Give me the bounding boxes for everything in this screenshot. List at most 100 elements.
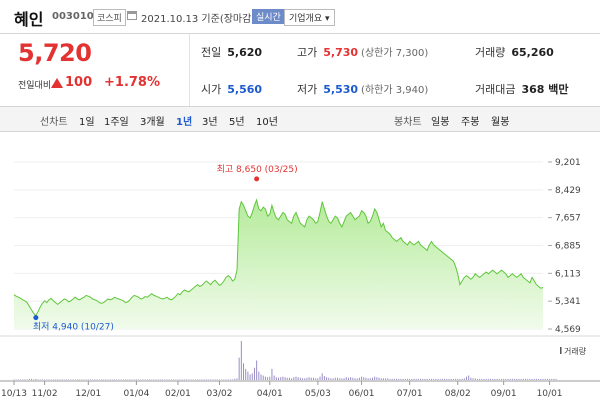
stat-label: 저가 [297,83,318,96]
volume-bar [135,379,137,380]
volume-bar [177,379,179,380]
volume-bar [365,377,367,380]
price-panel: 5,720 전일대비 100 +1.78% 전일 5,620 고가 5,730 (상한… [0,34,600,106]
volume-bar [310,377,312,380]
candle-weekly-button[interactable]: 주봉 [461,117,480,128]
volume-bar [37,379,39,380]
candle-monthly-button[interactable]: 월봉 [491,117,510,128]
volume-bar [146,379,148,380]
period-10y-button[interactable]: 10년 [256,117,278,128]
volume-bar [332,378,334,380]
volume-bar [256,360,258,380]
y-tick-label: 4,569 [555,325,581,335]
period-1y-button[interactable]: 1년 [176,117,193,128]
volume-bar [258,371,260,380]
y-tick-label: 5,341 [555,297,581,307]
volume-bar [57,379,59,380]
period-5y-button[interactable]: 5년 [229,117,245,128]
x-tick-label: 07/01 [397,389,423,399]
volume-bar [111,379,113,380]
volume-bar [546,378,548,380]
volume-bar [472,378,474,380]
low-label: 최저 4,940 (10/27) [33,322,114,333]
volume-bar [63,379,65,380]
volume-bar [347,377,349,380]
volume-bar [315,378,317,380]
y-tick-label: 9,201 [555,158,581,168]
volume-bar [175,379,177,380]
volume-bar [371,377,373,380]
volume-bar [229,379,231,380]
volume-bar [208,379,210,380]
volume-bar [321,373,323,380]
volume-bar [50,379,52,380]
volume-bar [317,378,319,380]
volume-bar [516,378,518,380]
x-tick-label: 03/02 [207,389,233,399]
volume-bar [238,357,240,380]
period-3y-button[interactable]: 3년 [202,117,218,128]
x-tick-label: 11/02 [32,389,58,399]
realtime-button[interactable]: 실시간 [252,9,285,24]
volume-bar [52,379,54,380]
volume-bar [107,379,109,380]
volume-bar [402,378,404,380]
lower-limit: (하한가 3,940) [361,85,429,96]
x-tick-label: 06/01 [349,389,375,399]
change-label: 전일대비 [18,81,52,91]
volume-bar [109,379,111,380]
as-of-date: 2021.10.13 기준(장마감) [141,14,256,25]
market-badge: 코스피 [93,9,126,26]
stat-label: 거래대금 [475,83,516,96]
volume-bar [481,378,483,380]
volume-bar [549,378,551,380]
x-tick-label: 04/01 [257,389,283,399]
volume-bar [120,379,122,380]
volume-bar [243,363,245,380]
volume-bar [264,376,266,380]
volume-bar [426,378,428,380]
price-change-percent: +1.78% [104,75,160,90]
volume-bar [76,379,78,380]
volume-bar [179,379,181,380]
volume-bar [455,378,457,380]
volume-bar [221,379,223,380]
volume-bar [262,375,264,380]
volume-bar [420,378,422,380]
period-1d-button[interactable]: 1일 [79,117,95,128]
stat-amount: 거래대금 368 백만 [475,81,569,97]
volume-bar [531,378,533,380]
volume-bar [151,379,153,380]
volume-bar [192,379,194,380]
stat-value: 5,730 [323,46,359,59]
volume-bar [308,377,310,380]
volume-bar [59,379,61,380]
volume-bar [291,378,293,380]
stat-label: 전일 [201,46,222,59]
period-3m-button[interactable]: 3개월 [140,117,165,128]
volume-bar [94,379,96,380]
volume-bar [376,377,378,380]
company-info-dropdown[interactable]: 기업개요 ▾ [284,9,335,26]
period-1w-button[interactable]: 1주일 [104,117,129,128]
volume-bar [306,377,308,380]
volume-bar [389,378,391,380]
volume-bar [509,378,511,380]
volume-bar [417,378,419,380]
line-chart-label: 선차트 [40,117,68,128]
volume-bar [20,379,22,380]
volume-bar [253,367,255,380]
stat-high: 고가 5,730 (상한가 7,300) [297,44,428,60]
volume-bar [527,378,529,380]
volume-bar [83,379,85,380]
volume-bar [168,379,170,380]
candle-daily-button[interactable]: 일봉 [431,117,450,128]
volume-bar [295,376,297,380]
volume-bar [441,378,443,380]
volume-bar [22,379,24,380]
volume-bar [98,379,100,380]
volume-bar [406,378,408,380]
volume-bar [96,379,98,380]
volume-bar [302,378,304,380]
y-tick-label: 7,657 [555,214,581,224]
